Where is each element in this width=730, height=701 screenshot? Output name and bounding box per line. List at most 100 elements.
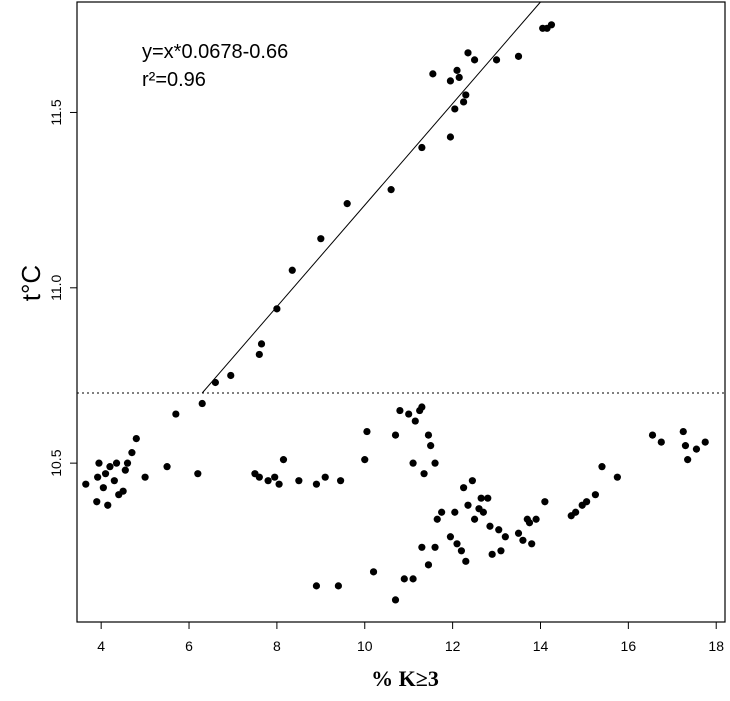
data-point bbox=[95, 459, 103, 467]
data-point bbox=[257, 340, 266, 348]
data-point bbox=[681, 442, 690, 450]
x-tick-label: 6 bbox=[185, 638, 193, 654]
data-point bbox=[477, 494, 485, 502]
data-point bbox=[418, 143, 426, 152]
data-point bbox=[369, 568, 378, 576]
plot-frame bbox=[76, 1, 726, 623]
data-point bbox=[405, 410, 413, 418]
data-point bbox=[264, 477, 272, 485]
data-point bbox=[411, 417, 419, 425]
data-point bbox=[464, 501, 472, 509]
data-point bbox=[613, 473, 621, 481]
y-axis-title: t°C bbox=[16, 265, 46, 301]
data-point bbox=[446, 133, 455, 141]
data-point bbox=[525, 519, 534, 527]
x-tick-label: 4 bbox=[97, 638, 105, 654]
equation-annotation: y=x*0.0678-0.66 bbox=[142, 41, 288, 63]
data-point bbox=[532, 515, 540, 523]
x-tick-label: 16 bbox=[621, 638, 637, 654]
data-point bbox=[433, 515, 441, 523]
data-point bbox=[198, 399, 206, 408]
data-point bbox=[431, 459, 439, 467]
data-point bbox=[572, 508, 580, 516]
data-point bbox=[194, 470, 202, 478]
data-point bbox=[484, 494, 492, 502]
data-point bbox=[172, 410, 180, 418]
data-point bbox=[418, 403, 426, 411]
data-point bbox=[446, 77, 455, 85]
y-axis: 10.5 11.0 11.5 bbox=[48, 99, 77, 477]
data-point bbox=[598, 463, 606, 471]
data-point bbox=[255, 350, 263, 359]
x-tick-label: 14 bbox=[533, 638, 549, 654]
data-point bbox=[119, 487, 127, 495]
data-point bbox=[648, 431, 657, 439]
y-tick-label: 11.5 bbox=[48, 99, 64, 125]
data-point bbox=[163, 463, 171, 471]
y-tick-label: 11.0 bbox=[48, 274, 64, 300]
data-point bbox=[684, 456, 692, 464]
data-point bbox=[110, 477, 118, 485]
data-point bbox=[128, 449, 136, 457]
data-point bbox=[464, 49, 472, 57]
data-point bbox=[460, 98, 468, 106]
data-point bbox=[457, 547, 466, 555]
data-point bbox=[427, 442, 435, 450]
data-point bbox=[701, 438, 709, 446]
data-point bbox=[692, 445, 701, 453]
data-point bbox=[334, 582, 342, 590]
data-point bbox=[424, 431, 433, 439]
x-tick-label: 12 bbox=[445, 638, 461, 654]
data-point bbox=[453, 540, 461, 548]
r-squared-annotation: r²=0.96 bbox=[142, 69, 206, 91]
data-point bbox=[211, 378, 219, 387]
data-point bbox=[583, 498, 591, 506]
data-point bbox=[295, 477, 303, 485]
data-point bbox=[99, 484, 107, 492]
x-tick-label: 8 bbox=[273, 638, 281, 654]
data-point bbox=[336, 477, 345, 485]
data-point bbox=[104, 501, 112, 509]
data-point bbox=[451, 508, 459, 516]
data-point bbox=[363, 427, 371, 436]
data-point bbox=[94, 473, 102, 481]
data-point bbox=[591, 491, 600, 499]
data-point bbox=[418, 543, 426, 551]
x-axis: 4 6 8 10 12 14 16 18 bbox=[97, 622, 724, 654]
regression-line bbox=[201, 1, 541, 394]
x-axis-title: % K≥3 bbox=[371, 666, 439, 691]
data-point bbox=[438, 508, 446, 516]
x-tick-label: 10 bbox=[357, 638, 373, 654]
x-tick-label: 18 bbox=[708, 638, 724, 654]
data-point bbox=[501, 533, 509, 541]
data-point bbox=[141, 473, 149, 481]
data-point bbox=[288, 266, 296, 274]
data-point bbox=[497, 547, 505, 555]
data-point bbox=[343, 200, 351, 208]
data-point bbox=[470, 515, 479, 523]
data-point bbox=[431, 543, 439, 551]
data-point bbox=[273, 305, 281, 313]
data-point bbox=[514, 529, 523, 537]
y-tick-label: 10.5 bbox=[48, 449, 64, 476]
data-point bbox=[312, 582, 321, 590]
data-point bbox=[468, 477, 476, 485]
data-point bbox=[409, 575, 417, 583]
data-point bbox=[361, 456, 369, 464]
data-point bbox=[391, 596, 400, 604]
data-point bbox=[451, 105, 459, 113]
data-point bbox=[400, 575, 408, 583]
data-point bbox=[514, 52, 523, 60]
data-point bbox=[488, 550, 496, 558]
data-point bbox=[453, 66, 461, 74]
data-point bbox=[479, 508, 487, 516]
data-point bbox=[424, 561, 433, 569]
data-point bbox=[82, 480, 90, 488]
data-point bbox=[101, 470, 110, 478]
data-point bbox=[679, 427, 687, 436]
data-point bbox=[387, 186, 395, 194]
data-point bbox=[420, 470, 428, 478]
data-point bbox=[391, 431, 400, 439]
data-point bbox=[321, 473, 329, 481]
